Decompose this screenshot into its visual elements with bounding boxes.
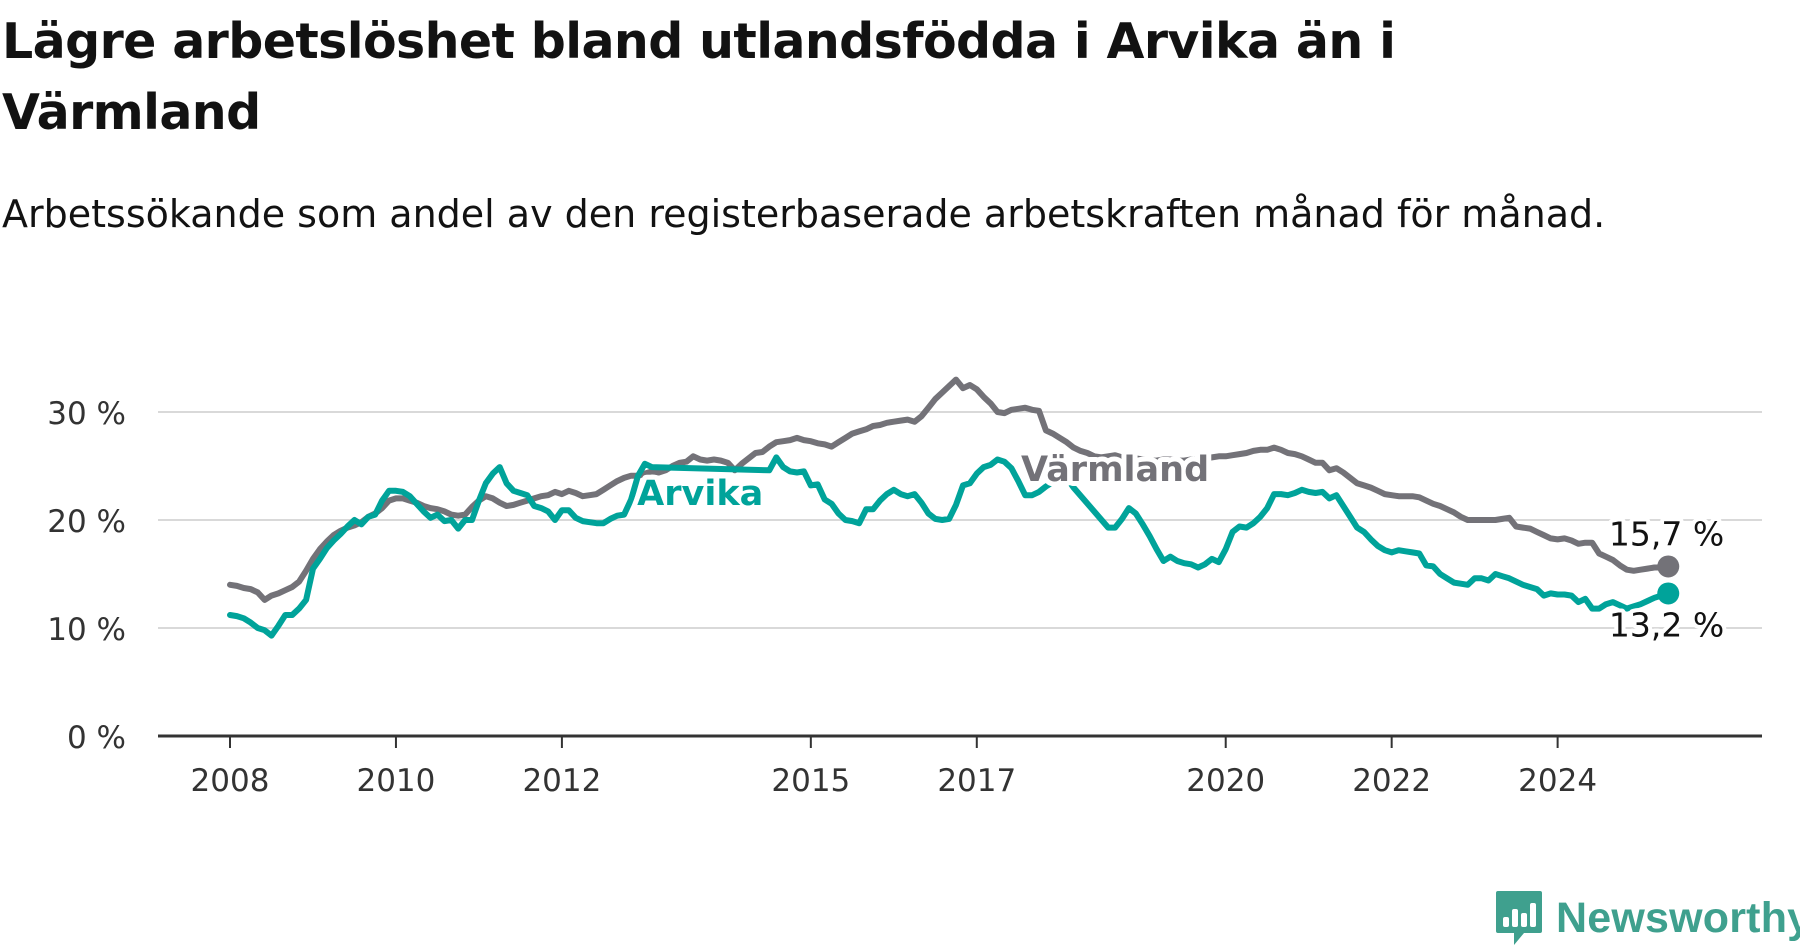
y-axis-labels: 0 % 10 % 20 % 30 % — [47, 396, 126, 756]
x-tick-label: 2008 — [191, 763, 270, 799]
series-label-arvika: Arvika — [637, 474, 763, 514]
end-marker-varmland — [1657, 555, 1680, 578]
x-tick-label: 2010 — [356, 763, 435, 799]
end-value-label: 15,7 % — [1609, 514, 1724, 553]
end-marker-arvika — [1657, 582, 1680, 605]
newsworthy-logo-icon — [1496, 891, 1542, 945]
x-tick-label: 2022 — [1352, 763, 1431, 799]
x-tick-label: 2024 — [1518, 763, 1597, 799]
series-line-arvika — [227, 454, 1672, 639]
series-label-varmland: Värmland — [1021, 450, 1209, 490]
x-tick-label: 2020 — [1186, 763, 1265, 799]
y-tick-label: 0 % — [67, 720, 126, 756]
x-tick-label: 2017 — [937, 763, 1016, 799]
series-line-varmland — [227, 376, 1672, 603]
series-lines — [227, 376, 1672, 639]
x-tick-label: 2012 — [522, 763, 601, 799]
newsworthy-logo: Newsworthy — [1494, 888, 1800, 948]
y-tick-label: 20 % — [47, 504, 126, 540]
chart-subtitle: Arbetssökande som andel av den registerb… — [2, 192, 1606, 236]
brand-name: Newsworthy — [1556, 893, 1800, 942]
y-tick-label: 30 % — [47, 396, 126, 432]
chart-title: Lägre arbetslöshet bland utlandsfödda i … — [2, 13, 1396, 141]
y-tick-label: 10 % — [47, 612, 126, 648]
x-axis: 2008 2010 2012 2015 2017 2020 2022 2024 — [158, 734, 1762, 799]
gridlines — [158, 411, 1762, 629]
x-tick-label: 2015 — [771, 763, 850, 799]
end-value-label: 13,2 % — [1609, 605, 1724, 644]
inline-labels: 15,7 % 13,2 % Värmland Arvika — [632, 445, 1728, 648]
